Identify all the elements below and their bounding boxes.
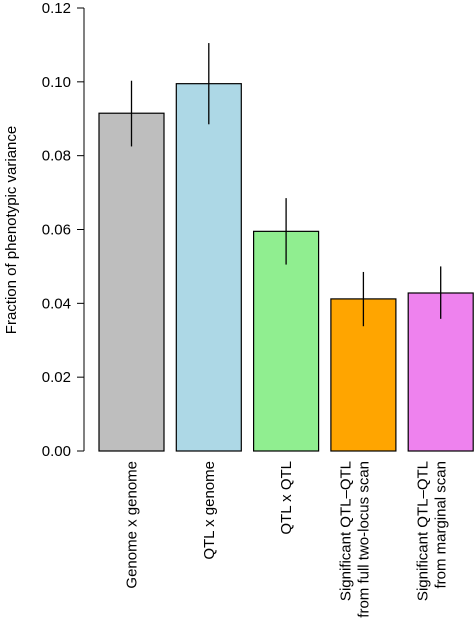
category-label: Genome x genome bbox=[124, 461, 141, 589]
y-tick-label: 0.02 bbox=[42, 369, 71, 386]
category-label: QTL x genome bbox=[201, 461, 218, 560]
bar bbox=[253, 230, 320, 452]
category-label: from full two-locus scan bbox=[355, 461, 372, 618]
y-tick-label: 0.10 bbox=[42, 74, 71, 91]
bar bbox=[98, 112, 165, 452]
category-labels: Genome x genome QTL x genome QTL x QTL Sign… bbox=[124, 461, 450, 618]
y-axis-title: Fraction of phenotypic variance bbox=[3, 126, 20, 334]
category-label: from marginal scan bbox=[433, 461, 450, 589]
category-label: Significant QTL–QTL bbox=[337, 461, 354, 601]
error-bars bbox=[130, 43, 442, 327]
bar bbox=[407, 292, 474, 452]
y-tick-label: 0.08 bbox=[42, 148, 71, 165]
category-label: QTL x QTL bbox=[278, 461, 295, 535]
y-tick-label: 0.00 bbox=[42, 443, 71, 460]
bars bbox=[98, 83, 474, 452]
bar bbox=[175, 83, 242, 452]
y-tick-label: 0.06 bbox=[42, 222, 71, 239]
category-label: Significant QTL–QTL bbox=[415, 461, 432, 601]
y-axis: 0.00 0.02 0.04 0.06 0.08 0.10 0.12 bbox=[42, 0, 85, 460]
y-tick-label: 0.12 bbox=[42, 0, 71, 17]
y-tick-label: 0.04 bbox=[42, 295, 71, 312]
